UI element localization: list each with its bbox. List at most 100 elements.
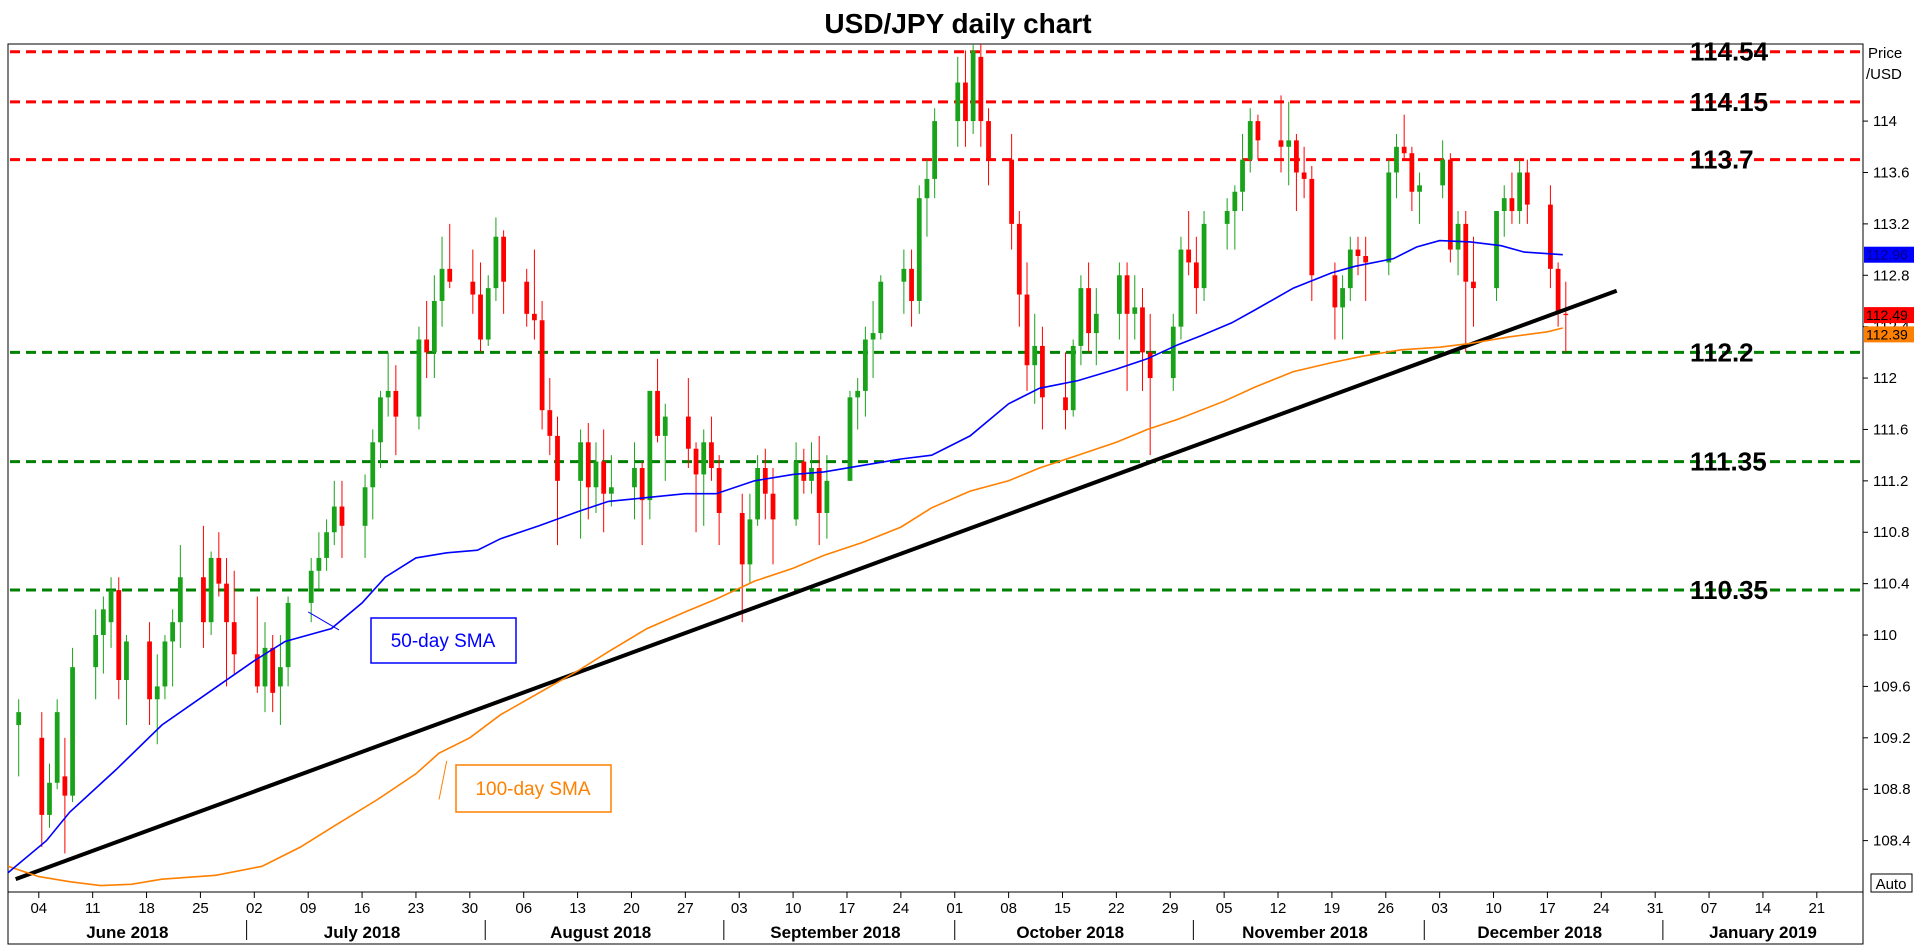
candle-body [1009,159,1015,224]
y-tick-label: 108.4 [1873,833,1911,850]
candle-body [555,435,560,481]
candle-body [231,622,237,655]
level-label: 112.2 [1690,337,1754,367]
sma50-callout-text: 50-day SMA [391,631,496,652]
candle-body [393,390,399,417]
candle-body [608,487,614,494]
candle-body [1147,352,1153,379]
y-tick-label: 110.4 [1873,576,1909,593]
candle-body [1070,345,1076,411]
candle-body [147,641,152,700]
x-tick-label: 08 [1000,900,1017,917]
candle-body [93,635,99,668]
candle-body [1447,159,1453,250]
candle-body [1132,307,1138,314]
candle-body [254,654,260,687]
candle-body [1093,313,1099,334]
candle-body [1078,288,1084,346]
candle-body [370,442,376,488]
sma100-price-tag-label: 112.39 [1866,326,1908,342]
y-tick-label: 112 [1873,370,1897,387]
y-tick-label: 113.2 [1873,216,1909,233]
candle-body [1501,198,1507,212]
x-tick-label: 07 [1701,900,1718,917]
candle-body [1140,307,1145,353]
x-tick-label: 14 [1755,900,1772,917]
candle-body [378,397,383,443]
x-tick-label: 23 [408,900,425,917]
x-tick-label: 22 [1108,900,1125,917]
candle-body [1417,185,1422,192]
candle-body [709,442,714,468]
sma-50-line [7,239,1563,874]
candle-body [1201,223,1207,289]
month-label: July 2018 [324,923,401,942]
candle-body [447,268,453,282]
x-tick-label: 13 [569,900,586,917]
candle-body [1471,281,1476,289]
candle-body [1463,223,1469,282]
candle-body [1455,223,1461,250]
x-tick-label: 15 [1054,900,1071,917]
candle-body [1548,204,1553,269]
candle-body [1509,198,1515,212]
candle-body [693,448,699,475]
candle-body [955,82,961,122]
price-tags: 112.96 112.49 112.39 [1864,246,1914,343]
candle-body [716,468,722,513]
candle-body [1440,159,1446,186]
auto-scale-button[interactable] [1870,873,1913,893]
candle-body [978,56,984,122]
indicator-lines [7,239,1618,887]
candlesticks [16,44,1569,854]
x-tick-label: 10 [1485,900,1502,917]
candle-body [1278,140,1284,147]
candle-body [878,281,884,334]
candle-body [647,390,653,501]
candle-body [1363,256,1369,263]
candle-body [154,686,160,700]
candle-body [201,577,206,623]
x-tick-label: 18 [138,900,155,917]
x-tick-label: 21 [1808,900,1825,917]
x-tick-label: 10 [785,900,802,917]
y-tick-label: 110 [1873,627,1897,644]
x-axis-months: June 2018 July 2018 August 2018 September 2… [86,920,1817,942]
candle-body [870,333,876,340]
candle-body [816,468,822,513]
candle-body [1124,275,1130,314]
candle-body [1040,345,1045,398]
candle-body [262,647,268,687]
candle-body [1294,140,1299,173]
candle-body [824,480,830,513]
candle-body [177,577,183,623]
candle-body [1301,172,1307,179]
candle-body [655,390,660,436]
month-label: June 2018 [86,923,168,942]
candle-body [809,468,814,481]
x-tick-label: 03 [731,900,748,917]
candle-body [747,519,753,565]
candle-body [539,320,545,411]
candle-body [847,397,853,481]
candle-body [1178,249,1184,327]
sma100-callout-box [455,764,612,813]
candle-body [1170,326,1176,379]
x-tick-label: 17 [839,900,856,917]
auto-scale-label: Auto [1876,876,1907,893]
candle-body [278,667,283,687]
candle-body [662,416,668,436]
x-tick-label: 17 [1539,900,1556,917]
candle-body [108,590,114,623]
candle-body [1524,172,1530,205]
candle-body [578,442,583,481]
month-label: November 2018 [1242,923,1368,942]
candle-body [16,712,22,725]
candle-body [1409,153,1415,192]
x-tick-label: 12 [1270,900,1287,917]
x-tick-label: 02 [246,900,263,917]
last-price-tag-label: 112.49 [1866,307,1908,323]
level-label: 113.7 [1690,145,1754,175]
candle-body [1032,345,1038,366]
